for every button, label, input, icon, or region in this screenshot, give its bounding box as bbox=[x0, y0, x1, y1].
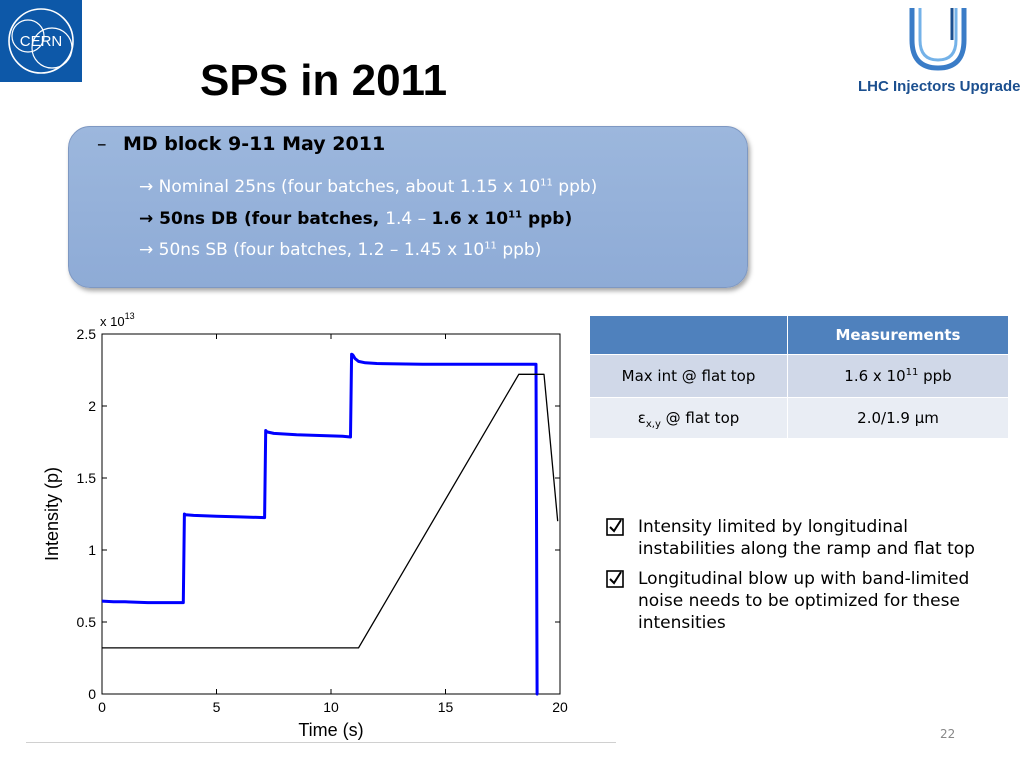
measurements-table: Measurements Max int @ flat top 1.6 x 10… bbox=[589, 315, 1009, 439]
page-number: 22 bbox=[940, 727, 956, 741]
y-tick-label: 2.5 bbox=[77, 326, 97, 342]
checkbox-checked-icon bbox=[606, 570, 624, 588]
table-row: εx,y @ flat top 2.0/1.9 μm bbox=[589, 397, 1009, 439]
emittance-label: εx,y @ flat top bbox=[589, 397, 788, 439]
db-50ns-line: → 50ns DB (four batches, 1.4 – 1.6 x 101… bbox=[139, 209, 572, 229]
intensity-chart: 0 5 10 15 20 0 0.5 1 1.5 2 2.5 x 1013 Time (s) Int… bbox=[26, 306, 616, 742]
line2-tail: ppb) bbox=[522, 209, 573, 229]
y-tick-label: 2 bbox=[88, 398, 96, 414]
bullet-text: Intensity limited by longitudinal instab… bbox=[638, 517, 975, 559]
intensity-plot: 0 5 10 15 20 0 0.5 1 1.5 2 2.5 x 1013 Time (s) Int… bbox=[26, 306, 616, 744]
line2-text: 50ns DB (four batches, bbox=[159, 209, 386, 229]
table-row: Max int @ flat top 1.6 x 1011 ppb bbox=[589, 354, 1009, 398]
y-tick-label: 0 bbox=[88, 686, 96, 702]
line1-tail: ppb) bbox=[552, 177, 598, 197]
x-tick-label: 15 bbox=[438, 699, 454, 715]
y-tick-label: 1 bbox=[88, 542, 96, 558]
sb-50ns-line: → 50ns SB (four batches, 1.2 – 1.45 x 10… bbox=[139, 240, 541, 260]
line2-mid: 1.4 bbox=[385, 209, 413, 229]
bullet-list: Intensity limited by longitudinal instab… bbox=[606, 516, 1006, 642]
list-item: Longitudinal blow up with band-limited n… bbox=[606, 568, 1006, 634]
line2-val: 1.6 x 10 bbox=[431, 209, 509, 229]
magnetic-cycle-line bbox=[102, 373, 559, 649]
line2-dash: – bbox=[412, 209, 432, 229]
heading-text: MD block 9-11 May 2011 bbox=[123, 133, 386, 155]
line3-tail: ppb) bbox=[496, 240, 542, 260]
arrow-icon: → bbox=[139, 209, 154, 229]
arrow-icon: → bbox=[139, 177, 154, 197]
line2-sup: 11 bbox=[508, 209, 523, 221]
checkbox-checked-icon bbox=[606, 518, 624, 536]
y-tick-label: 0.5 bbox=[77, 614, 97, 630]
lhc-logo-text: LHC Injectors Upgrade bbox=[858, 78, 1021, 95]
max-int-value: 1.6 x 1011 ppb bbox=[787, 354, 1009, 398]
line3-text: 50ns SB (four batches, 1.2 – 1.45 x 10 bbox=[158, 240, 485, 260]
plot-bottom-rule bbox=[26, 742, 616, 743]
cern-logo: CERN bbox=[0, 0, 82, 82]
table-header-measurements: Measurements bbox=[787, 315, 1009, 355]
y-multiplier-label: x 1013 bbox=[100, 311, 135, 329]
lhc-injectors-upgrade-logo: LHC Injectors Upgrade bbox=[840, 4, 1024, 104]
line1-sup: 11 bbox=[540, 177, 553, 189]
x-tick-label: 0 bbox=[98, 699, 106, 715]
md-block-heading: – MD block 9-11 May 2011 bbox=[97, 133, 385, 155]
slide-title: SPS in 2011 bbox=[200, 56, 448, 105]
cern-logo-text: CERN bbox=[20, 33, 63, 50]
bullet-text: Longitudinal blow up with band-limited n… bbox=[638, 569, 970, 633]
max-int-label: Max int @ flat top bbox=[589, 354, 788, 398]
emittance-value: 2.0/1.9 μm bbox=[787, 397, 1009, 439]
table-header-empty bbox=[589, 315, 788, 355]
arrow-icon: → bbox=[139, 240, 154, 260]
x-tick-label: 10 bbox=[323, 699, 339, 715]
line1-text: Nominal 25ns (four batches, about 1.15 x… bbox=[158, 177, 541, 197]
md-block-box: – MD block 9-11 May 2011 → Nominal 25ns (… bbox=[68, 126, 748, 288]
line3-sup: 11 bbox=[484, 240, 497, 252]
x-tick-label: 20 bbox=[552, 699, 568, 715]
heading-dash: – bbox=[97, 133, 107, 155]
x-axis-label: Time (s) bbox=[298, 720, 363, 740]
list-item: Intensity limited by longitudinal instab… bbox=[606, 516, 1006, 560]
y-tick-label: 1.5 bbox=[77, 470, 97, 486]
x-tick-label: 5 bbox=[213, 699, 221, 715]
nominal-25ns-line: → Nominal 25ns (four batches, about 1.15… bbox=[139, 177, 597, 197]
intensity-series-line bbox=[101, 352, 539, 696]
y-axis-label: Intensity (p) bbox=[42, 467, 62, 561]
